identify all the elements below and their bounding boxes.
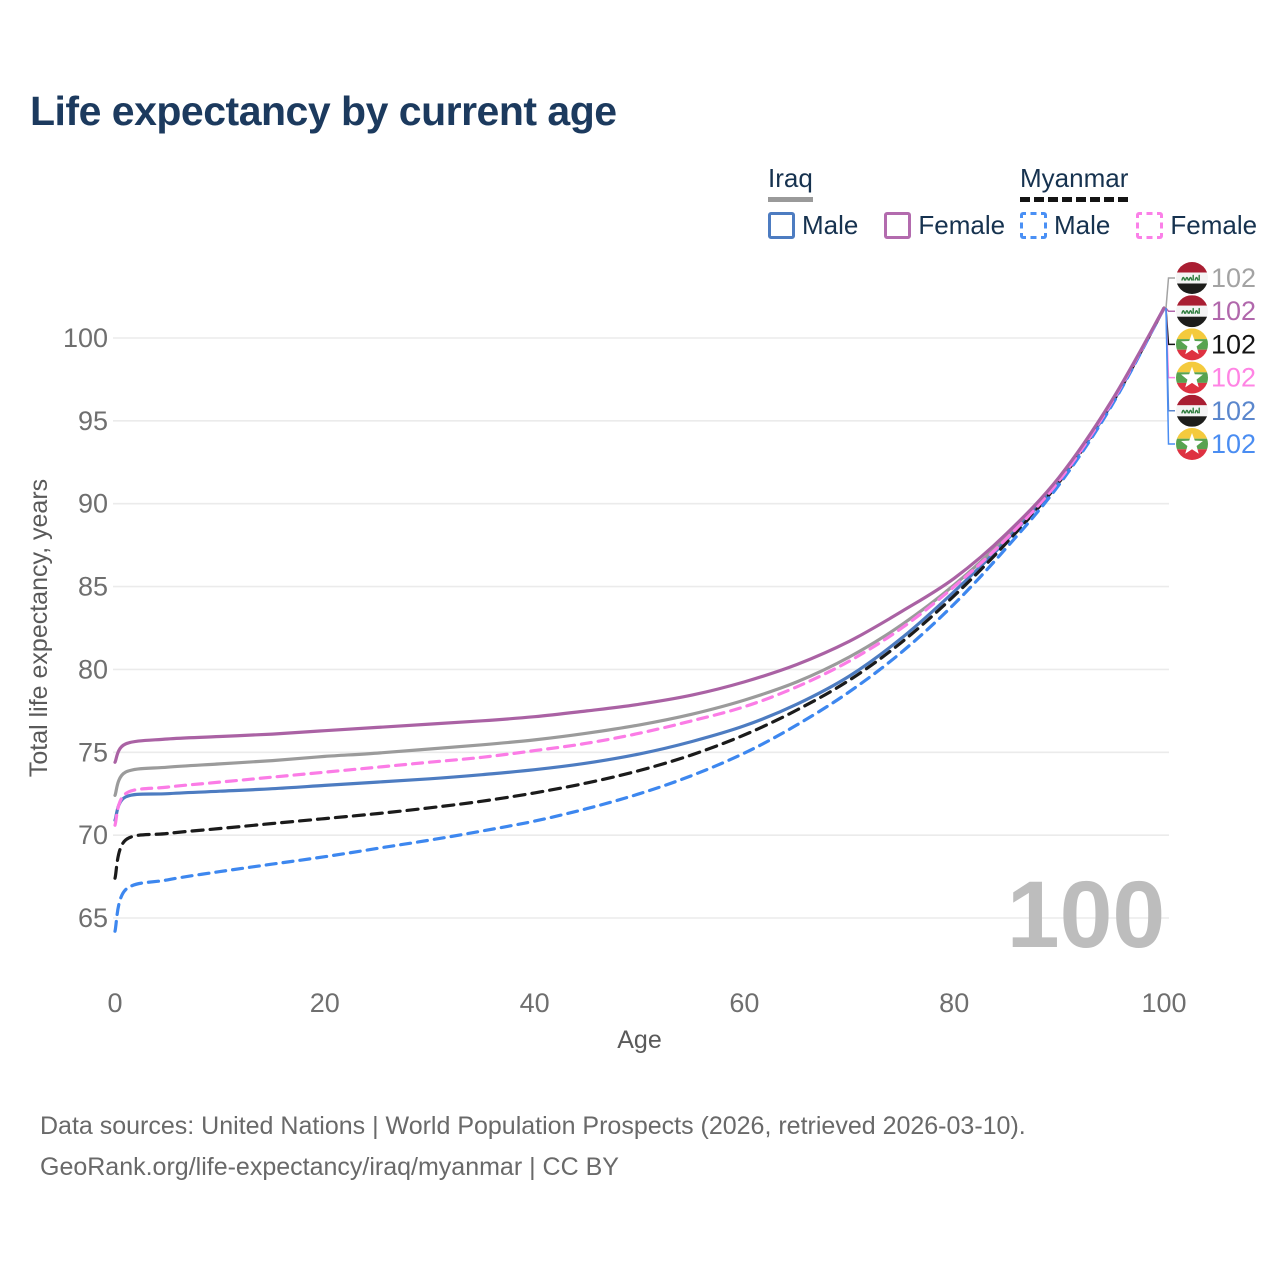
series-line-myanmar_male[interactable] (113, 306, 1166, 933)
y-tick-label: 100 (63, 323, 108, 353)
leader-line-myanmar_male (1165, 308, 1175, 445)
x-tick-label: 0 (107, 988, 122, 1018)
myanmar-flag-icon (1176, 328, 1208, 361)
y-tick-label: 90 (78, 489, 108, 519)
iraq-flag-icon (1176, 394, 1208, 427)
myanmar-flag-icon (1176, 428, 1208, 460)
x-tick-label: 100 (1141, 988, 1186, 1018)
legend-label-iraq-male: Male (802, 210, 859, 240)
myanmar-male-swatch-icon (1020, 212, 1047, 239)
series-line-iraq_male[interactable] (113, 306, 1166, 822)
y-axis-title: Total life expectancy, years (25, 479, 53, 777)
legend-items-iraq: Male Female (768, 210, 1005, 241)
iraq-male-swatch-icon (768, 212, 795, 239)
end-value-label-iraq_all: 102 (1211, 263, 1256, 293)
iraq-female-swatch-icon (884, 212, 912, 239)
series-line-myanmar_female[interactable] (113, 306, 1166, 827)
x-tick-label: 20 (310, 988, 340, 1018)
y-tick-label: 70 (78, 820, 108, 850)
x-tick-label: 60 (729, 988, 759, 1018)
x-tick-label: 40 (520, 988, 550, 1018)
series-line-iraq_female[interactable] (113, 306, 1166, 764)
legend-group-myanmar: Myanmar Male Female (1020, 163, 1257, 241)
end-value-label-myanmar_female: 102 (1211, 363, 1256, 393)
y-tick-label: 80 (78, 654, 108, 684)
series-line-iraq_all[interactable] (113, 306, 1166, 797)
legend: Iraq Male Female Myanmar Male (0, 163, 1280, 253)
attribution-text: GeoRank.org/life-expectancy/iraq/myanmar… (40, 1153, 619, 1181)
legend-item-myanmar-male[interactable]: Male (1020, 210, 1110, 241)
legend-label-iraq-female: Female (918, 210, 1006, 240)
end-value-label-myanmar_all: 102 (1211, 329, 1256, 359)
age-counter-watermark: 100 (1007, 862, 1166, 968)
legend-item-iraq-female[interactable]: Female (884, 210, 1005, 241)
page-title: Life expectancy by current age (30, 88, 617, 134)
y-tick-label: 85 (78, 572, 108, 602)
data-sources-text: Data sources: United Nations | World Pop… (40, 1112, 1026, 1140)
chart-footer: Data sources: United Nations | World Pop… (40, 1106, 1026, 1188)
legend-label-myanmar-male: Male (1054, 210, 1111, 240)
legend-items-myanmar: Male Female (1020, 210, 1257, 241)
y-tick-label: 75 (78, 737, 108, 767)
legend-country-iraq[interactable]: Iraq (768, 163, 813, 202)
y-tick-label: 95 (78, 406, 108, 436)
x-axis-title: Age (617, 1026, 661, 1054)
legend-item-myanmar-female[interactable]: Female (1136, 210, 1257, 241)
end-value-label-myanmar_male: 102 (1211, 429, 1256, 459)
series-line-myanmar_all[interactable] (113, 306, 1166, 880)
legend-label-myanmar-female: Female (1170, 210, 1258, 240)
myanmar-flag-icon (1176, 361, 1208, 394)
legend-country-myanmar[interactable]: Myanmar (1020, 163, 1129, 202)
end-value-label-iraq_male: 102 (1211, 396, 1256, 426)
x-tick-label: 80 (939, 988, 969, 1018)
y-tick-label: 65 (78, 903, 108, 933)
leader-line-iraq_all (1165, 277, 1175, 309)
legend-group-iraq: Iraq Male Female (768, 163, 1005, 241)
end-value-label-iraq_female: 102 (1211, 296, 1256, 326)
legend-item-iraq-male[interactable]: Male (768, 210, 858, 241)
leader-line-iraq_female (1165, 307, 1175, 312)
myanmar-female-swatch-icon (1136, 212, 1164, 239)
iraq-flag-icon (1176, 295, 1208, 328)
iraq-flag-icon (1176, 262, 1208, 294)
